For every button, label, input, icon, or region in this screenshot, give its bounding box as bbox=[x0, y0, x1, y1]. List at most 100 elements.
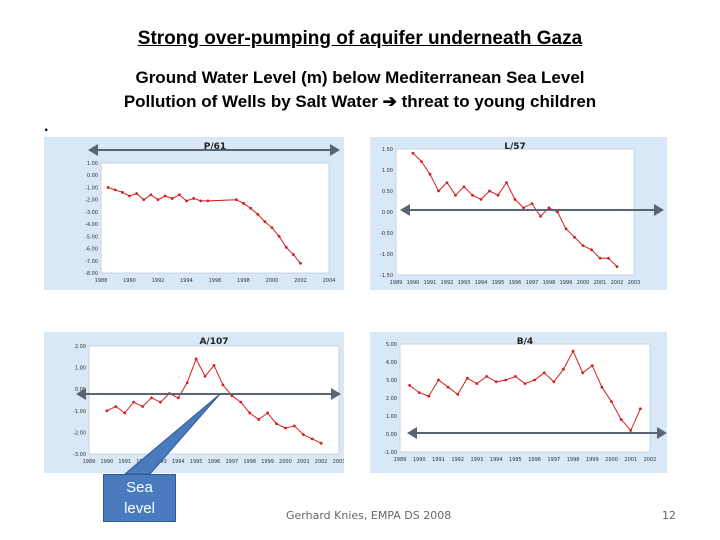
plot-area bbox=[395, 148, 635, 276]
data-point bbox=[479, 198, 483, 201]
x-tick-label: 1990 bbox=[100, 459, 113, 465]
chart-title: B/4 bbox=[517, 337, 533, 347]
data-point bbox=[581, 244, 585, 247]
data-point bbox=[619, 418, 623, 421]
x-tick-label: 1995 bbox=[492, 280, 505, 286]
x-tick-label: 2001 bbox=[297, 459, 310, 465]
x-tick-label: 2004 bbox=[323, 278, 336, 284]
data-point bbox=[408, 384, 412, 387]
data-point bbox=[615, 265, 619, 268]
y-tick-label: 1.50 bbox=[382, 147, 393, 153]
data-point bbox=[417, 391, 421, 394]
x-tick-label: 1994 bbox=[172, 459, 185, 465]
x-tick-label: 1992 bbox=[441, 280, 454, 286]
data-point bbox=[149, 193, 153, 197]
data-point bbox=[284, 426, 287, 430]
data-point bbox=[638, 407, 642, 411]
x-tick-label: 2001 bbox=[624, 457, 637, 463]
y-tick-label: -3.00 bbox=[85, 210, 98, 216]
data-point bbox=[199, 199, 203, 203]
data-point bbox=[248, 411, 252, 415]
x-tick-label: 1989 bbox=[390, 280, 403, 286]
y-tick-label: 3.00 bbox=[386, 378, 397, 384]
y-tick-label: 4.00 bbox=[386, 360, 397, 366]
x-tick-label: 2002 bbox=[611, 280, 624, 286]
data-point bbox=[446, 385, 450, 389]
x-tick-label: 1998 bbox=[237, 278, 250, 284]
y-tick-label: -1.50 bbox=[380, 273, 393, 279]
data-point bbox=[239, 400, 243, 404]
data-point bbox=[106, 186, 110, 189]
arrow-right-icon bbox=[654, 204, 664, 216]
data-point bbox=[571, 349, 575, 353]
data-point bbox=[600, 385, 604, 389]
x-tick-label: 1998 bbox=[243, 459, 256, 465]
y-tick-label: 0.50 bbox=[382, 189, 393, 195]
data-point bbox=[533, 378, 537, 382]
data-point bbox=[530, 202, 534, 205]
y-tick-label: -1.00 bbox=[73, 409, 86, 415]
x-tick-label: 1996 bbox=[509, 280, 522, 286]
data-point bbox=[114, 405, 118, 408]
x-tick-label: 1997 bbox=[225, 459, 238, 465]
data-point bbox=[456, 393, 460, 396]
x-tick-label: 1991 bbox=[118, 459, 131, 465]
data-point bbox=[132, 400, 136, 404]
x-tick-label: 1991 bbox=[432, 457, 445, 463]
arrow-left-icon bbox=[400, 204, 410, 216]
data-point bbox=[163, 194, 167, 198]
data-point bbox=[185, 199, 188, 203]
x-tick-label: 1993 bbox=[154, 459, 167, 465]
data-point bbox=[556, 210, 559, 214]
x-tick-label: 1994 bbox=[180, 278, 193, 284]
subtitle-pollution-b: threat to young children bbox=[396, 92, 597, 111]
y-tick-label: -2.00 bbox=[73, 430, 86, 436]
data-point bbox=[319, 441, 323, 445]
chart-p61: P/61 1.00 0.00 -1.00 -2.00 -3.00 -4.00 -5.00 -6.… bbox=[44, 137, 344, 290]
arrow-right-icon bbox=[330, 144, 340, 156]
data-point bbox=[113, 188, 117, 192]
x-tick-label: 1994 bbox=[490, 457, 503, 463]
x-tick-label: 2002 bbox=[315, 459, 328, 465]
x-tick-label: 1999 bbox=[560, 280, 573, 286]
data-point bbox=[504, 378, 508, 382]
y-tick-label: 0.00 bbox=[382, 210, 393, 216]
x-tick-label: 1990 bbox=[123, 278, 136, 284]
x-tick-label: 2001 bbox=[594, 280, 607, 286]
data-point bbox=[437, 189, 440, 193]
y-tick-label: -1.00 bbox=[380, 252, 393, 258]
chart-title: A/107 bbox=[199, 337, 228, 347]
data-point bbox=[494, 380, 498, 384]
data-point bbox=[284, 245, 288, 249]
arrow-right-icon bbox=[657, 427, 667, 439]
data-point bbox=[203, 374, 207, 378]
data-point bbox=[496, 193, 500, 197]
y-tick-label: 1.00 bbox=[75, 366, 86, 372]
data-point bbox=[292, 424, 296, 428]
data-point bbox=[465, 376, 469, 380]
x-tick-label: 2000 bbox=[605, 457, 618, 463]
data-point bbox=[462, 185, 466, 189]
data-point bbox=[310, 437, 314, 441]
data-point bbox=[257, 418, 261, 421]
x-tick-label: 1989 bbox=[83, 459, 96, 465]
data-point bbox=[135, 192, 139, 195]
data-point bbox=[564, 227, 568, 231]
data-point bbox=[488, 189, 491, 193]
y-tick-label: -3.00 bbox=[73, 452, 86, 458]
y-tick-label: -7.00 bbox=[85, 259, 98, 265]
data-point bbox=[445, 181, 449, 184]
x-tick-label: 1992 bbox=[136, 459, 149, 465]
data-point bbox=[299, 261, 302, 265]
page-number: 12 bbox=[662, 509, 676, 522]
data-point bbox=[420, 160, 423, 163]
x-tick-label: 1998 bbox=[567, 457, 580, 463]
data-point bbox=[428, 172, 432, 176]
y-tick-label: 0.00 bbox=[87, 173, 98, 179]
y-tick-label: 0.00 bbox=[75, 387, 86, 393]
data-point bbox=[206, 199, 210, 203]
y-tick-label: -1.00 bbox=[85, 185, 98, 191]
